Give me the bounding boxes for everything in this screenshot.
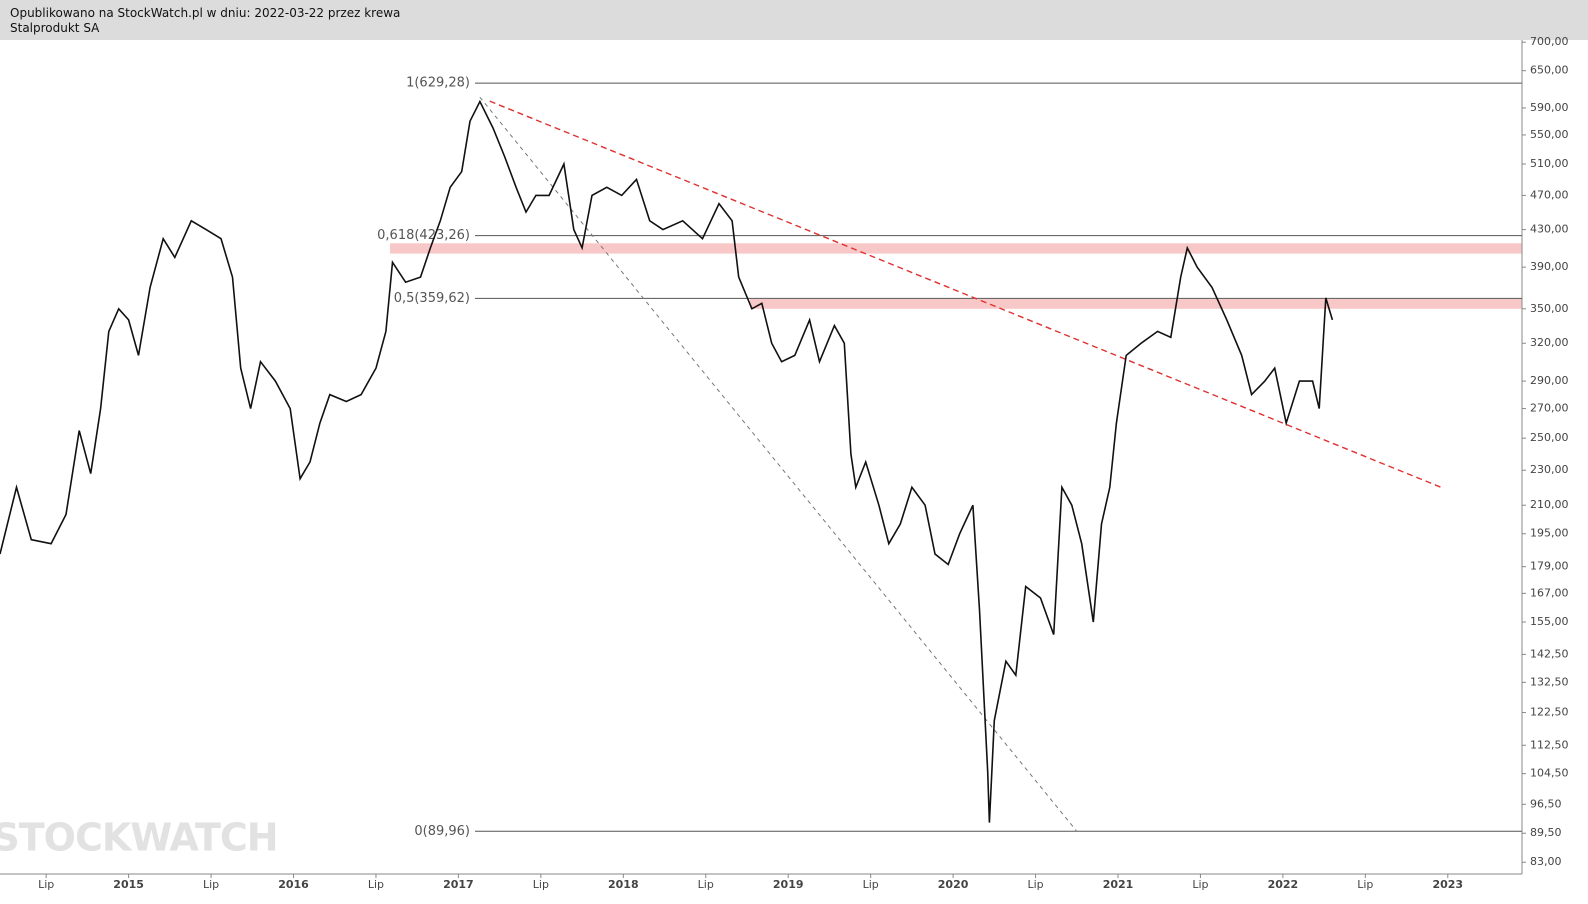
y-tick-label: 230,00 — [1530, 463, 1569, 476]
y-tick-label: 270,00 — [1530, 402, 1569, 415]
trendline — [489, 100, 1444, 489]
y-tick-label: 650,00 — [1530, 64, 1569, 77]
y-tick-label: 250,00 — [1530, 431, 1569, 444]
x-tick-label: 2020 — [938, 878, 969, 891]
y-tick-label: 195,00 — [1530, 527, 1569, 540]
y-tick-label: 132,50 — [1530, 675, 1569, 688]
x-tick-label: Lip — [38, 878, 54, 891]
x-tick-label: 2021 — [1103, 878, 1134, 891]
x-tick-label: 2019 — [773, 878, 804, 891]
y-tick-label: 700,00 — [1530, 35, 1569, 48]
y-tick-label: 179,00 — [1530, 560, 1569, 573]
x-tick-label: Lip — [863, 878, 879, 891]
fib-label: 0(89,96) — [414, 824, 470, 839]
x-tick-label: Lip — [368, 878, 384, 891]
y-tick-label: 390,00 — [1530, 260, 1569, 273]
y-tick-label: 550,00 — [1530, 128, 1569, 141]
trendline — [479, 96, 1078, 832]
fib-label: 0,618(423,26) — [377, 228, 470, 243]
y-tick-label: 167,00 — [1530, 586, 1569, 599]
y-tick-label: 122,50 — [1530, 706, 1569, 719]
x-tick-label: 2015 — [113, 878, 144, 891]
fib-label: 1(629,28) — [406, 76, 470, 91]
y-tick-label: 112,50 — [1530, 738, 1569, 751]
y-tick-label: 320,00 — [1530, 336, 1569, 349]
y-tick-label: 83,00 — [1530, 855, 1562, 868]
x-tick-label: Lip — [533, 878, 549, 891]
x-tick-label: Lip — [698, 878, 714, 891]
x-tick-label: Lip — [203, 878, 219, 891]
watermark: STOCKWATCH — [0, 816, 278, 860]
x-tick-label: Lip — [1357, 878, 1373, 891]
y-tick-label: 350,00 — [1530, 302, 1569, 315]
y-tick-label: 290,00 — [1530, 374, 1569, 387]
x-tick-label: 2023 — [1432, 878, 1463, 891]
price-line — [0, 99, 1334, 823]
header: Opublikowano na StockWatch.pl w dniu: 20… — [0, 0, 1588, 40]
x-tick-label: 2018 — [608, 878, 639, 891]
y-tick-label: 104,50 — [1530, 767, 1569, 780]
y-tick-label: 96,50 — [1530, 797, 1562, 810]
y-tick-label: 470,00 — [1530, 188, 1569, 201]
resistance-zone — [750, 299, 1522, 309]
x-tick-label: Lip — [1192, 878, 1208, 891]
y-tick-label: 142,50 — [1530, 647, 1569, 660]
y-tick-label: 210,00 — [1530, 498, 1569, 511]
y-tick-label: 510,00 — [1530, 157, 1569, 170]
fib-label: 0,5(359,62) — [394, 291, 470, 306]
y-tick-label: 430,00 — [1530, 223, 1569, 236]
x-tick-label: 2017 — [443, 878, 474, 891]
resistance-zone — [390, 243, 1522, 254]
x-tick-label: Lip — [1027, 878, 1043, 891]
published-note: Opublikowano na StockWatch.pl w dniu: 20… — [10, 6, 401, 20]
y-tick-label: 89,50 — [1530, 826, 1562, 839]
x-tick-label: 2016 — [278, 878, 309, 891]
instrument-name: Stalprodukt SA — [10, 21, 100, 35]
y-tick-label: 590,00 — [1530, 101, 1569, 114]
y-tick-label: 155,00 — [1530, 615, 1569, 628]
x-tick-label: 2022 — [1268, 878, 1299, 891]
